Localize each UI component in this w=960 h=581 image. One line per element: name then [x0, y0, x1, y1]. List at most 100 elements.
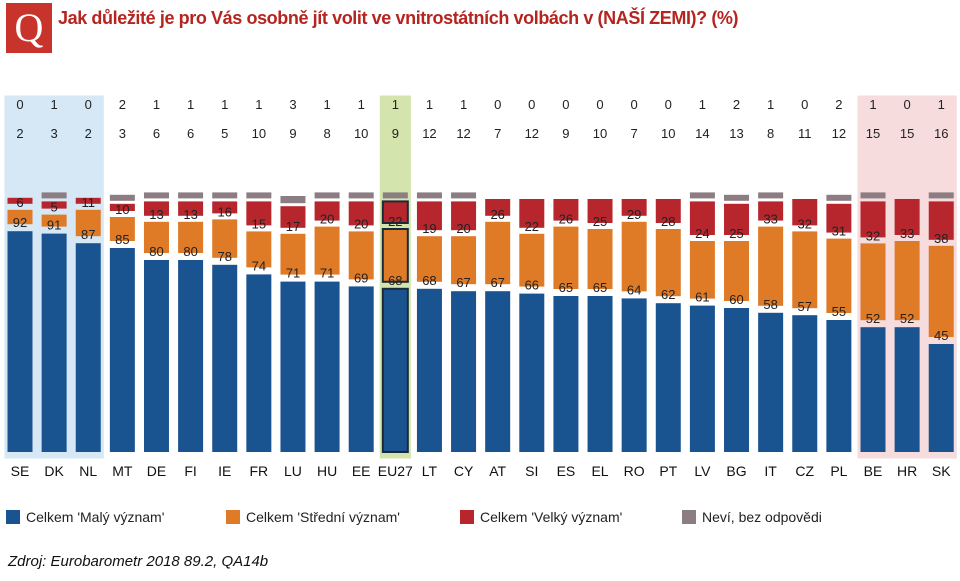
label-velky-ro: 7 [631, 126, 638, 141]
label-nevi-pt: 0 [665, 97, 672, 112]
bar-stredni-cz [792, 231, 818, 309]
label-nevi-it: 1 [767, 97, 774, 112]
category-label-cy: CY [454, 463, 474, 479]
category-label-cz: CZ [795, 463, 814, 479]
label-stredni-eu27: 22 [388, 214, 402, 229]
bar-maly-es [553, 296, 579, 452]
bar-velky-lv [689, 201, 715, 235]
bar-maly-lv [689, 305, 715, 452]
bar-stredni-at [485, 221, 511, 285]
label-stredni-it: 33 [763, 212, 777, 227]
label-stredni-cz: 32 [798, 216, 812, 231]
label-maly-hr: 52 [900, 311, 914, 326]
label-velky-nl: 2 [85, 126, 92, 141]
legend-swatch-nevi [682, 510, 696, 524]
category-label-se: SE [11, 463, 30, 479]
bar-velky-ie [212, 201, 238, 214]
label-velky-lt: 12 [422, 126, 436, 141]
label-maly-it: 58 [763, 297, 777, 312]
label-nevi-hu: 1 [323, 97, 330, 112]
bar-nevi-lv [689, 192, 715, 199]
chart-title: Jak důležité je pro Vás osobně jít volit… [58, 8, 739, 28]
bar-nevi-lt [416, 192, 442, 199]
bar-stredni-lt [416, 236, 442, 282]
label-velky-lu: 9 [289, 126, 296, 141]
label-maly-el: 65 [593, 280, 607, 295]
bar-velky-se [7, 197, 33, 204]
bar-maly-hu [314, 281, 340, 452]
category-label-lv: LV [694, 463, 711, 479]
label-stredni-pt: 28 [661, 214, 675, 229]
stacked-bar-chart: 92620SE91531DK871120NL851032MT801361DE80… [4, 95, 957, 479]
label-maly-de: 80 [149, 244, 163, 259]
label-velky-at: 7 [494, 126, 501, 141]
label-stredni-lu: 17 [286, 219, 300, 234]
bar-maly-eu27 [381, 287, 409, 453]
bar-maly-sk [928, 344, 954, 452]
label-maly-es: 65 [559, 280, 573, 295]
category-label-nl: NL [79, 463, 97, 479]
bar-velky-eu27 [381, 200, 409, 224]
bar-nevi-it [758, 192, 784, 199]
bar-maly-ro [621, 298, 647, 452]
bar-stredni-de [143, 221, 169, 253]
bar-maly-ee [348, 286, 374, 452]
category-label-dk: DK [44, 463, 64, 479]
bar-maly-fi [178, 260, 204, 452]
bar-stredni-eu27 [381, 228, 409, 283]
label-nevi-lt: 1 [426, 97, 433, 112]
bar-stredni-sk [928, 245, 954, 337]
category-label-ee: EE [352, 463, 371, 479]
label-velky-sk: 16 [934, 126, 948, 141]
label-maly-ro: 64 [627, 282, 641, 297]
bar-velky-be [860, 201, 886, 238]
bar-stredni-es [553, 226, 579, 289]
label-stredni-dk: 5 [51, 200, 58, 215]
label-stredni-lt: 19 [422, 221, 436, 236]
bar-stredni-ro [621, 221, 647, 292]
label-nevi-hr: 0 [904, 97, 911, 112]
bar-velky-it [758, 201, 784, 221]
label-nevi-de: 1 [153, 97, 160, 112]
label-velky-mt: 3 [119, 126, 126, 141]
bar-stredni-mt [109, 217, 135, 241]
label-nevi-at: 0 [494, 97, 501, 112]
label-velky-es: 9 [562, 126, 569, 141]
bar-maly-cz [792, 315, 818, 452]
legend-label-stredni: Celkem 'Střední význam' [246, 509, 400, 525]
category-label-it: IT [764, 463, 777, 479]
bar-nevi-bg [724, 194, 750, 201]
bar-maly-se [7, 231, 33, 452]
label-stredni-sk: 38 [934, 231, 948, 246]
bar-velky-fi [178, 201, 204, 216]
label-stredni-se: 6 [16, 195, 23, 210]
label-maly-fi: 80 [183, 244, 197, 259]
label-maly-ie: 78 [217, 249, 231, 264]
category-label-ie: IE [218, 463, 231, 479]
legend-item-stredni: Celkem 'Střední význam' [226, 509, 400, 525]
bar-stredni-hu [314, 226, 340, 275]
label-nevi-lu: 3 [289, 97, 296, 112]
bar-maly-pl [826, 320, 852, 452]
bar-velky-ro [621, 199, 647, 216]
label-stredni-pl: 31 [832, 224, 846, 239]
bar-stredni-it [758, 226, 784, 306]
label-stredni-si: 22 [525, 219, 539, 234]
bar-stredni-nl [75, 209, 101, 237]
bar-velky-lt [416, 201, 442, 231]
label-velky-si: 12 [525, 126, 539, 141]
category-label-hu: HU [317, 463, 337, 479]
label-velky-eu27: 9 [392, 126, 399, 141]
bar-stredni-si [519, 233, 545, 287]
label-nevi-nl: 0 [85, 97, 92, 112]
question-badge: Q [6, 3, 52, 53]
bar-nevi-fr [246, 192, 272, 199]
label-maly-se: 92 [13, 215, 27, 230]
legend-item-maly: Celkem 'Malý význam' [6, 509, 164, 525]
bar-maly-at [485, 291, 511, 452]
legend: Celkem 'Malý význam' Celkem 'Střední výz… [6, 509, 956, 529]
label-nevi-be: 1 [869, 97, 876, 112]
category-label-fi: FI [184, 463, 196, 479]
bar-stredni-dk [41, 214, 67, 227]
label-maly-cy: 67 [456, 275, 470, 290]
